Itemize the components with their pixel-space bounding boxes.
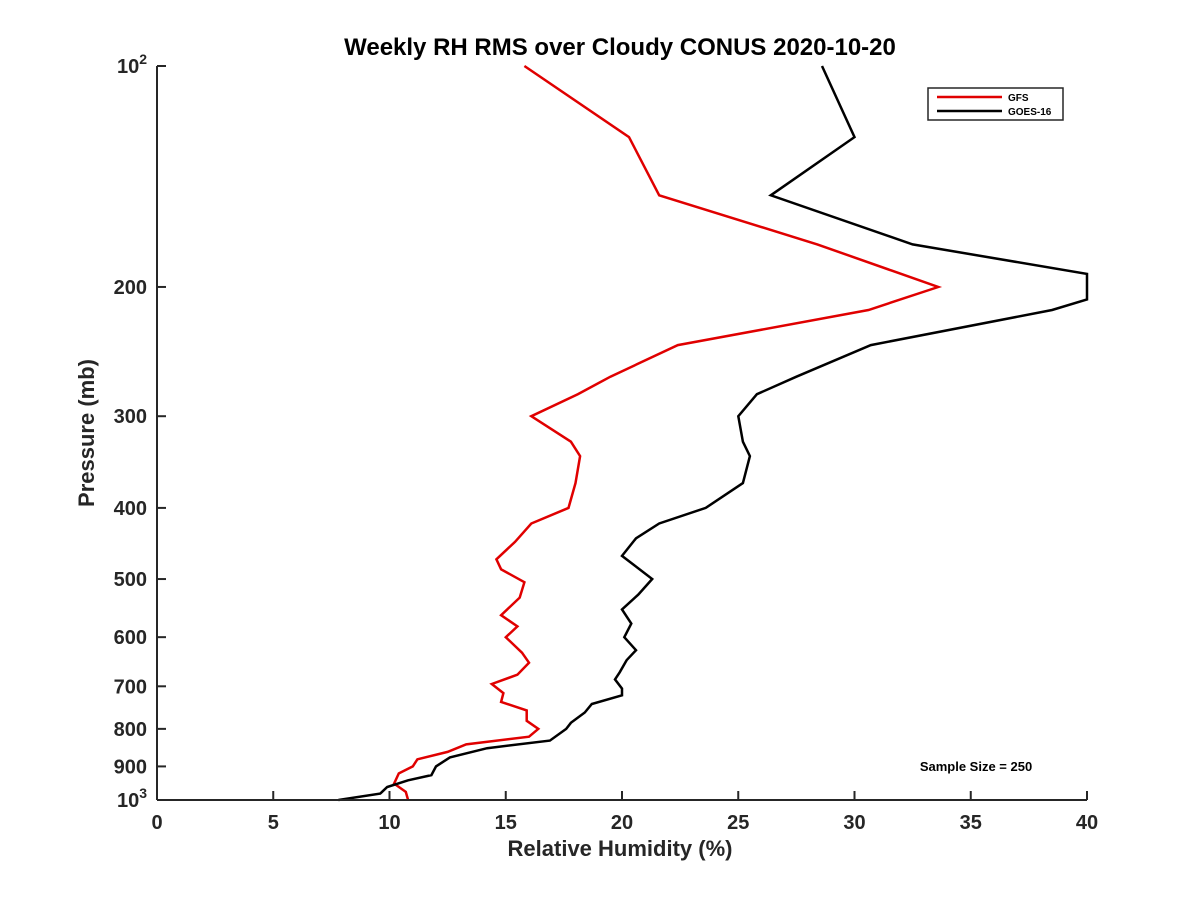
series-layer [338, 64, 1089, 802]
y-tick-label: 700 [114, 676, 147, 698]
y-tick-label: 400 [114, 498, 147, 520]
x-tick-label: 0 [151, 812, 162, 834]
y-tick-label: 200 [114, 277, 147, 299]
y-tick-label: 800 [114, 719, 147, 741]
y-tick-label: 900 [114, 756, 147, 778]
y-axis-label: Pressure (mb) [74, 359, 99, 507]
x-tick-label: 25 [727, 812, 749, 834]
y-tick-exponent: 3 [139, 785, 147, 801]
y-tick-label: 500 [114, 569, 147, 591]
y-tick-exponent: 2 [139, 51, 147, 67]
series-line-gfs [392, 64, 943, 801]
x-tick-label: 30 [843, 812, 865, 834]
legend-entry-label: GOES-16 [1008, 107, 1052, 118]
legend: GFS GOES-16 [927, 87, 1064, 121]
legend-entry-label: GFS [1008, 93, 1029, 104]
x-axis-label: Relative Humidity (%) [508, 836, 733, 861]
y-tick-label: 103 [117, 785, 147, 812]
y-tick-base: 10 [117, 790, 139, 812]
x-tick-label: 15 [495, 812, 517, 834]
x-tick-label: 10 [378, 812, 400, 834]
legend-box [927, 87, 1064, 121]
x-tick-label: 40 [1076, 812, 1098, 834]
series-line-goes-16 [338, 65, 1089, 802]
y-tick-label: 600 [114, 627, 147, 649]
x-tick-label: 20 [611, 812, 633, 834]
x-tick-label: 5 [268, 812, 279, 834]
x-ticks: 0 5 10 15 20 25 30 35 40 [151, 791, 1098, 834]
y-tick-label: 300 [114, 406, 147, 428]
x-tick-label: 35 [960, 812, 982, 834]
sample-size-annotation: Sample Size = 250 [920, 759, 1032, 774]
y-tick-label: 102 [117, 51, 147, 78]
chart-title: Weekly RH RMS over Cloudy CONUS 2020-10-… [344, 34, 896, 61]
y-tick-base: 10 [117, 56, 139, 78]
